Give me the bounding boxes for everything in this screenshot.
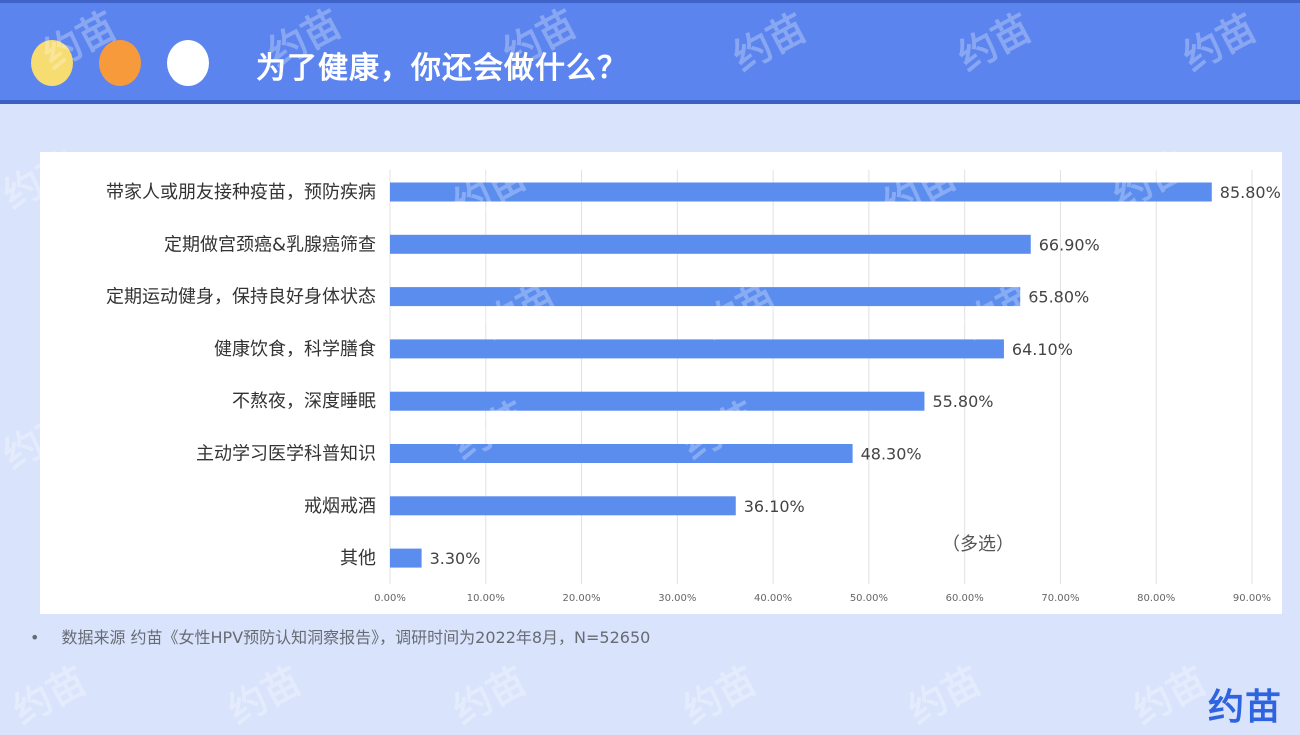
category-label: 戒烟戒酒 [304,496,376,517]
watermark-logo: 约苗 [900,658,989,733]
watermark-logo: 约苗 [675,658,764,733]
bar [390,182,1212,202]
data-label: 48.30% [861,445,922,464]
data-source-text: 数据来源 约苗《女性HPV预防认知洞察报告》，调研时间为2022年8月，N=52… [61,628,651,647]
bar [390,234,1031,254]
chart-annotation: （多选） [942,534,1014,555]
category-label: 不熬夜，深度睡眠 [232,391,376,412]
data-source-note: • 数据来源 约苗《女性HPV预防认知洞察报告》，调研时间为2022年8月，N=5… [30,624,650,648]
bar [390,391,925,411]
orange-dot [99,40,141,86]
x-tick-label: 20.00% [562,593,600,604]
watermark-logo: 约苗 [1125,658,1214,733]
category-label: 带家人或朋友接种疫苗，预防疾病 [106,182,376,203]
page-title: 为了健康，你还会做什么？ [256,51,628,86]
bar [390,496,736,516]
header-divider [0,100,1300,104]
category-label: 定期运动健身，保持良好身体状态 [106,287,376,308]
x-tick-label: 0.00% [374,593,406,604]
data-label: 66.90% [1039,235,1100,254]
x-tick-label: 40.00% [754,593,792,604]
data-label: 65.80% [1028,288,1089,307]
white-dot [167,40,209,86]
bar-chart: 0.00% 10.00% 20.00% 30.00% 40.00% 50.00% 60.00… [106,170,1281,604]
x-tick-label: 50.00% [850,593,888,604]
watermark-logo: 约苗 [220,658,309,733]
data-label: 3.30% [430,549,481,568]
watermark-logo: 约苗 [5,658,94,733]
x-tick-label: 70.00% [1041,593,1079,604]
x-tick-label: 60.00% [946,593,984,604]
category-label: 其他 [340,548,376,569]
watermark-logo: 约苗 [445,658,534,733]
bar [390,548,422,568]
x-tick-label: 30.00% [658,593,696,604]
bar [390,287,1021,307]
category-label: 定期做宫颈癌&乳腺癌筛查 [164,234,376,255]
x-tick-label: 80.00% [1137,593,1175,604]
brand-logo: 约苗 [1207,687,1282,728]
chart-panel: 0.00% 10.00% 20.00% 30.00% 40.00% 50.00% 60.00… [40,152,1282,614]
data-label: 85.80% [1220,183,1281,202]
data-label: 55.80% [932,392,993,411]
header-bar: 为了健康，你还会做什么？ [0,0,1300,100]
category-label: 健康饮食，科学膳食 [214,339,376,360]
data-label: 36.10% [744,497,805,516]
bar [390,339,1004,359]
data-label: 64.10% [1012,340,1073,359]
x-tick-label: 90.00% [1233,593,1271,604]
x-tick-label: 10.00% [467,593,505,604]
bullet-icon: • [30,628,40,647]
category-label: 主动学习医学科普知识 [196,444,376,465]
bar [390,444,853,463]
yellow-dot [31,40,73,86]
